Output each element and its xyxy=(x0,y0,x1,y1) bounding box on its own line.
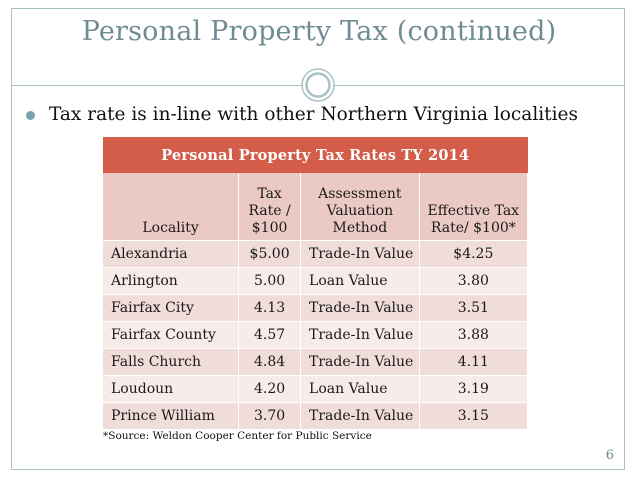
source-note: *Source: Weldon Cooper Center for Public… xyxy=(103,430,372,442)
bullet-text: Tax rate is in-line with other Northern … xyxy=(49,104,578,125)
bullet-dot-icon xyxy=(26,110,35,120)
cell-effective-rate: 3.88 xyxy=(419,321,529,349)
cell-method: Trade-In Value xyxy=(300,240,420,268)
cell-locality: Fairfax County xyxy=(103,321,240,349)
column-header-row: Locality Tax Rate / $100 Assessment Valu… xyxy=(103,173,529,241)
header-method-line: Valuation xyxy=(326,203,394,219)
header-tax-rate-line: Rate / xyxy=(248,203,291,219)
cell-tax-rate: $5.00 xyxy=(238,240,302,268)
table-row: Falls Church 4.84 Trade-In Value 4.11 xyxy=(103,348,529,376)
tax-rates-table: Personal Property Tax Rates TY 2014 Loca… xyxy=(103,137,529,429)
table-row: Loudoun 4.20 Loan Value 3.19 xyxy=(103,375,529,403)
header-method: Assessment Valuation Method xyxy=(300,173,420,241)
cell-tax-rate: 5.00 xyxy=(238,267,302,295)
cell-locality: Loudoun xyxy=(103,375,240,403)
table-caption: Personal Property Tax Rates TY 2014 xyxy=(103,137,528,173)
cell-tax-rate: 4.84 xyxy=(238,348,302,376)
header-tax-rate-line: $100 xyxy=(251,220,288,236)
header-method-line: Method xyxy=(332,220,388,236)
table-row: Arlington 5.00 Loan Value 3.80 xyxy=(103,267,529,295)
header-tax-rate: Tax Rate / $100 xyxy=(238,173,302,241)
header-effective-line: Rate/ $100* xyxy=(430,220,516,236)
cell-tax-rate: 4.13 xyxy=(238,294,302,322)
cell-tax-rate: 4.20 xyxy=(238,375,302,403)
cell-effective-rate: 3.80 xyxy=(419,267,529,295)
table-row: Fairfax City 4.13 Trade-In Value 3.51 xyxy=(103,294,529,322)
bullet-point: Tax rate is in-line with other Northern … xyxy=(26,104,578,125)
cell-method: Trade-In Value xyxy=(300,321,420,349)
cell-effective-rate: 3.15 xyxy=(419,402,529,429)
cell-effective-rate: $4.25 xyxy=(419,240,529,268)
cell-method: Loan Value xyxy=(300,267,420,295)
cell-method: Loan Value xyxy=(300,375,420,403)
header-locality: Locality xyxy=(103,173,240,241)
cell-effective-rate: 4.11 xyxy=(419,348,529,376)
page-number: 6 xyxy=(605,448,614,463)
cell-effective-rate: 3.51 xyxy=(419,294,529,322)
slide-title: Personal Property Tax (continued) xyxy=(81,16,557,47)
header-effective-rate: Effective Tax Rate/ $100* xyxy=(419,173,529,241)
table-row: Alexandria $5.00 Trade-In Value $4.25 xyxy=(103,240,529,268)
table-row: Fairfax County 4.57 Trade-In Value 3.88 xyxy=(103,321,529,349)
circle-ornament-icon xyxy=(301,68,335,102)
cell-locality: Prince William xyxy=(103,402,240,429)
header-method-line: Assessment xyxy=(318,186,402,202)
cell-method: Trade-In Value xyxy=(300,348,420,376)
slide-frame xyxy=(11,8,625,470)
table-caption-row: Personal Property Tax Rates TY 2014 xyxy=(103,137,528,173)
cell-effective-rate: 3.19 xyxy=(419,375,529,403)
cell-method: Trade-In Value xyxy=(300,402,420,429)
header-tax-rate-line: Tax xyxy=(257,186,282,202)
cell-locality: Falls Church xyxy=(103,348,240,376)
cell-locality: Alexandria xyxy=(103,240,240,268)
cell-method: Trade-In Value xyxy=(300,294,420,322)
cell-locality: Arlington xyxy=(103,267,240,295)
table-row: Prince William 3.70 Trade-In Value 3.15 xyxy=(103,402,529,429)
cell-tax-rate: 4.57 xyxy=(238,321,302,349)
cell-locality: Fairfax City xyxy=(103,294,240,322)
header-effective-line: Effective Tax xyxy=(427,203,520,219)
cell-tax-rate: 3.70 xyxy=(238,402,302,429)
